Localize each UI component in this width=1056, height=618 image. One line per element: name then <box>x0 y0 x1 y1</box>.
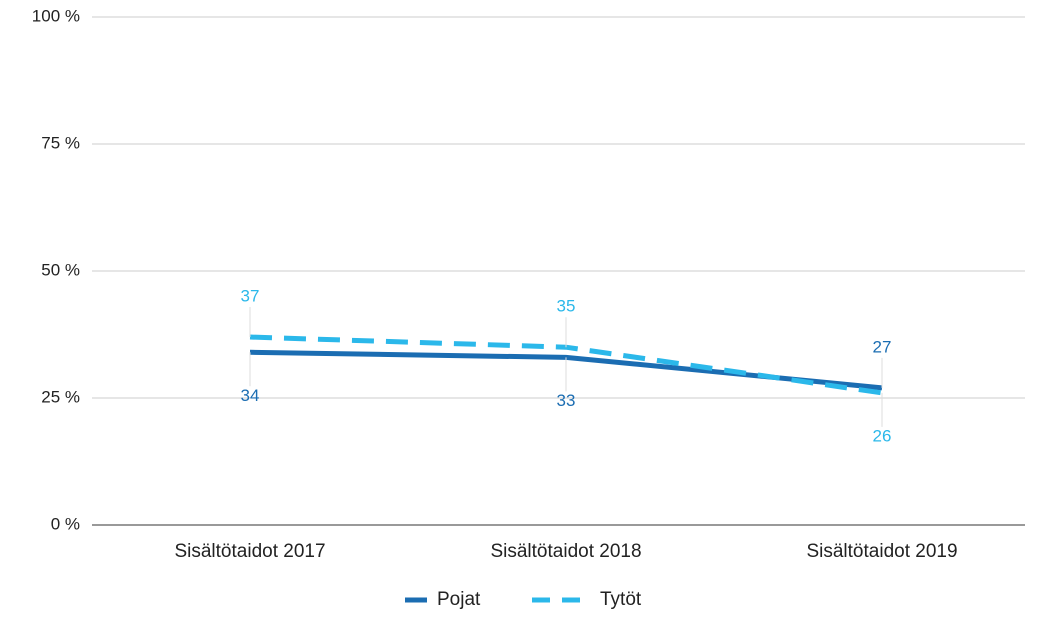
y-tick-label: 75 % <box>41 133 80 152</box>
y-tick-label: 0 % <box>51 514 80 533</box>
y-tick-label: 25 % <box>41 387 80 406</box>
legend-label: Pojat <box>437 589 481 610</box>
data-label: 37 <box>241 287 260 306</box>
data-label: 26 <box>873 426 892 445</box>
data-label: 33 <box>557 391 576 410</box>
x-tick-label: Sisältötaidot 2017 <box>174 541 325 562</box>
legend-label: Tytöt <box>600 589 642 610</box>
x-tick-label: Sisältötaidot 2019 <box>806 541 957 562</box>
y-tick-label: 100 % <box>32 6 80 25</box>
x-tick-label: Sisältötaidot 2018 <box>490 541 641 562</box>
data-label: 27 <box>873 337 892 356</box>
data-label: 34 <box>241 386 260 405</box>
data-label: 35 <box>557 297 576 316</box>
y-tick-label: 50 % <box>41 260 80 279</box>
